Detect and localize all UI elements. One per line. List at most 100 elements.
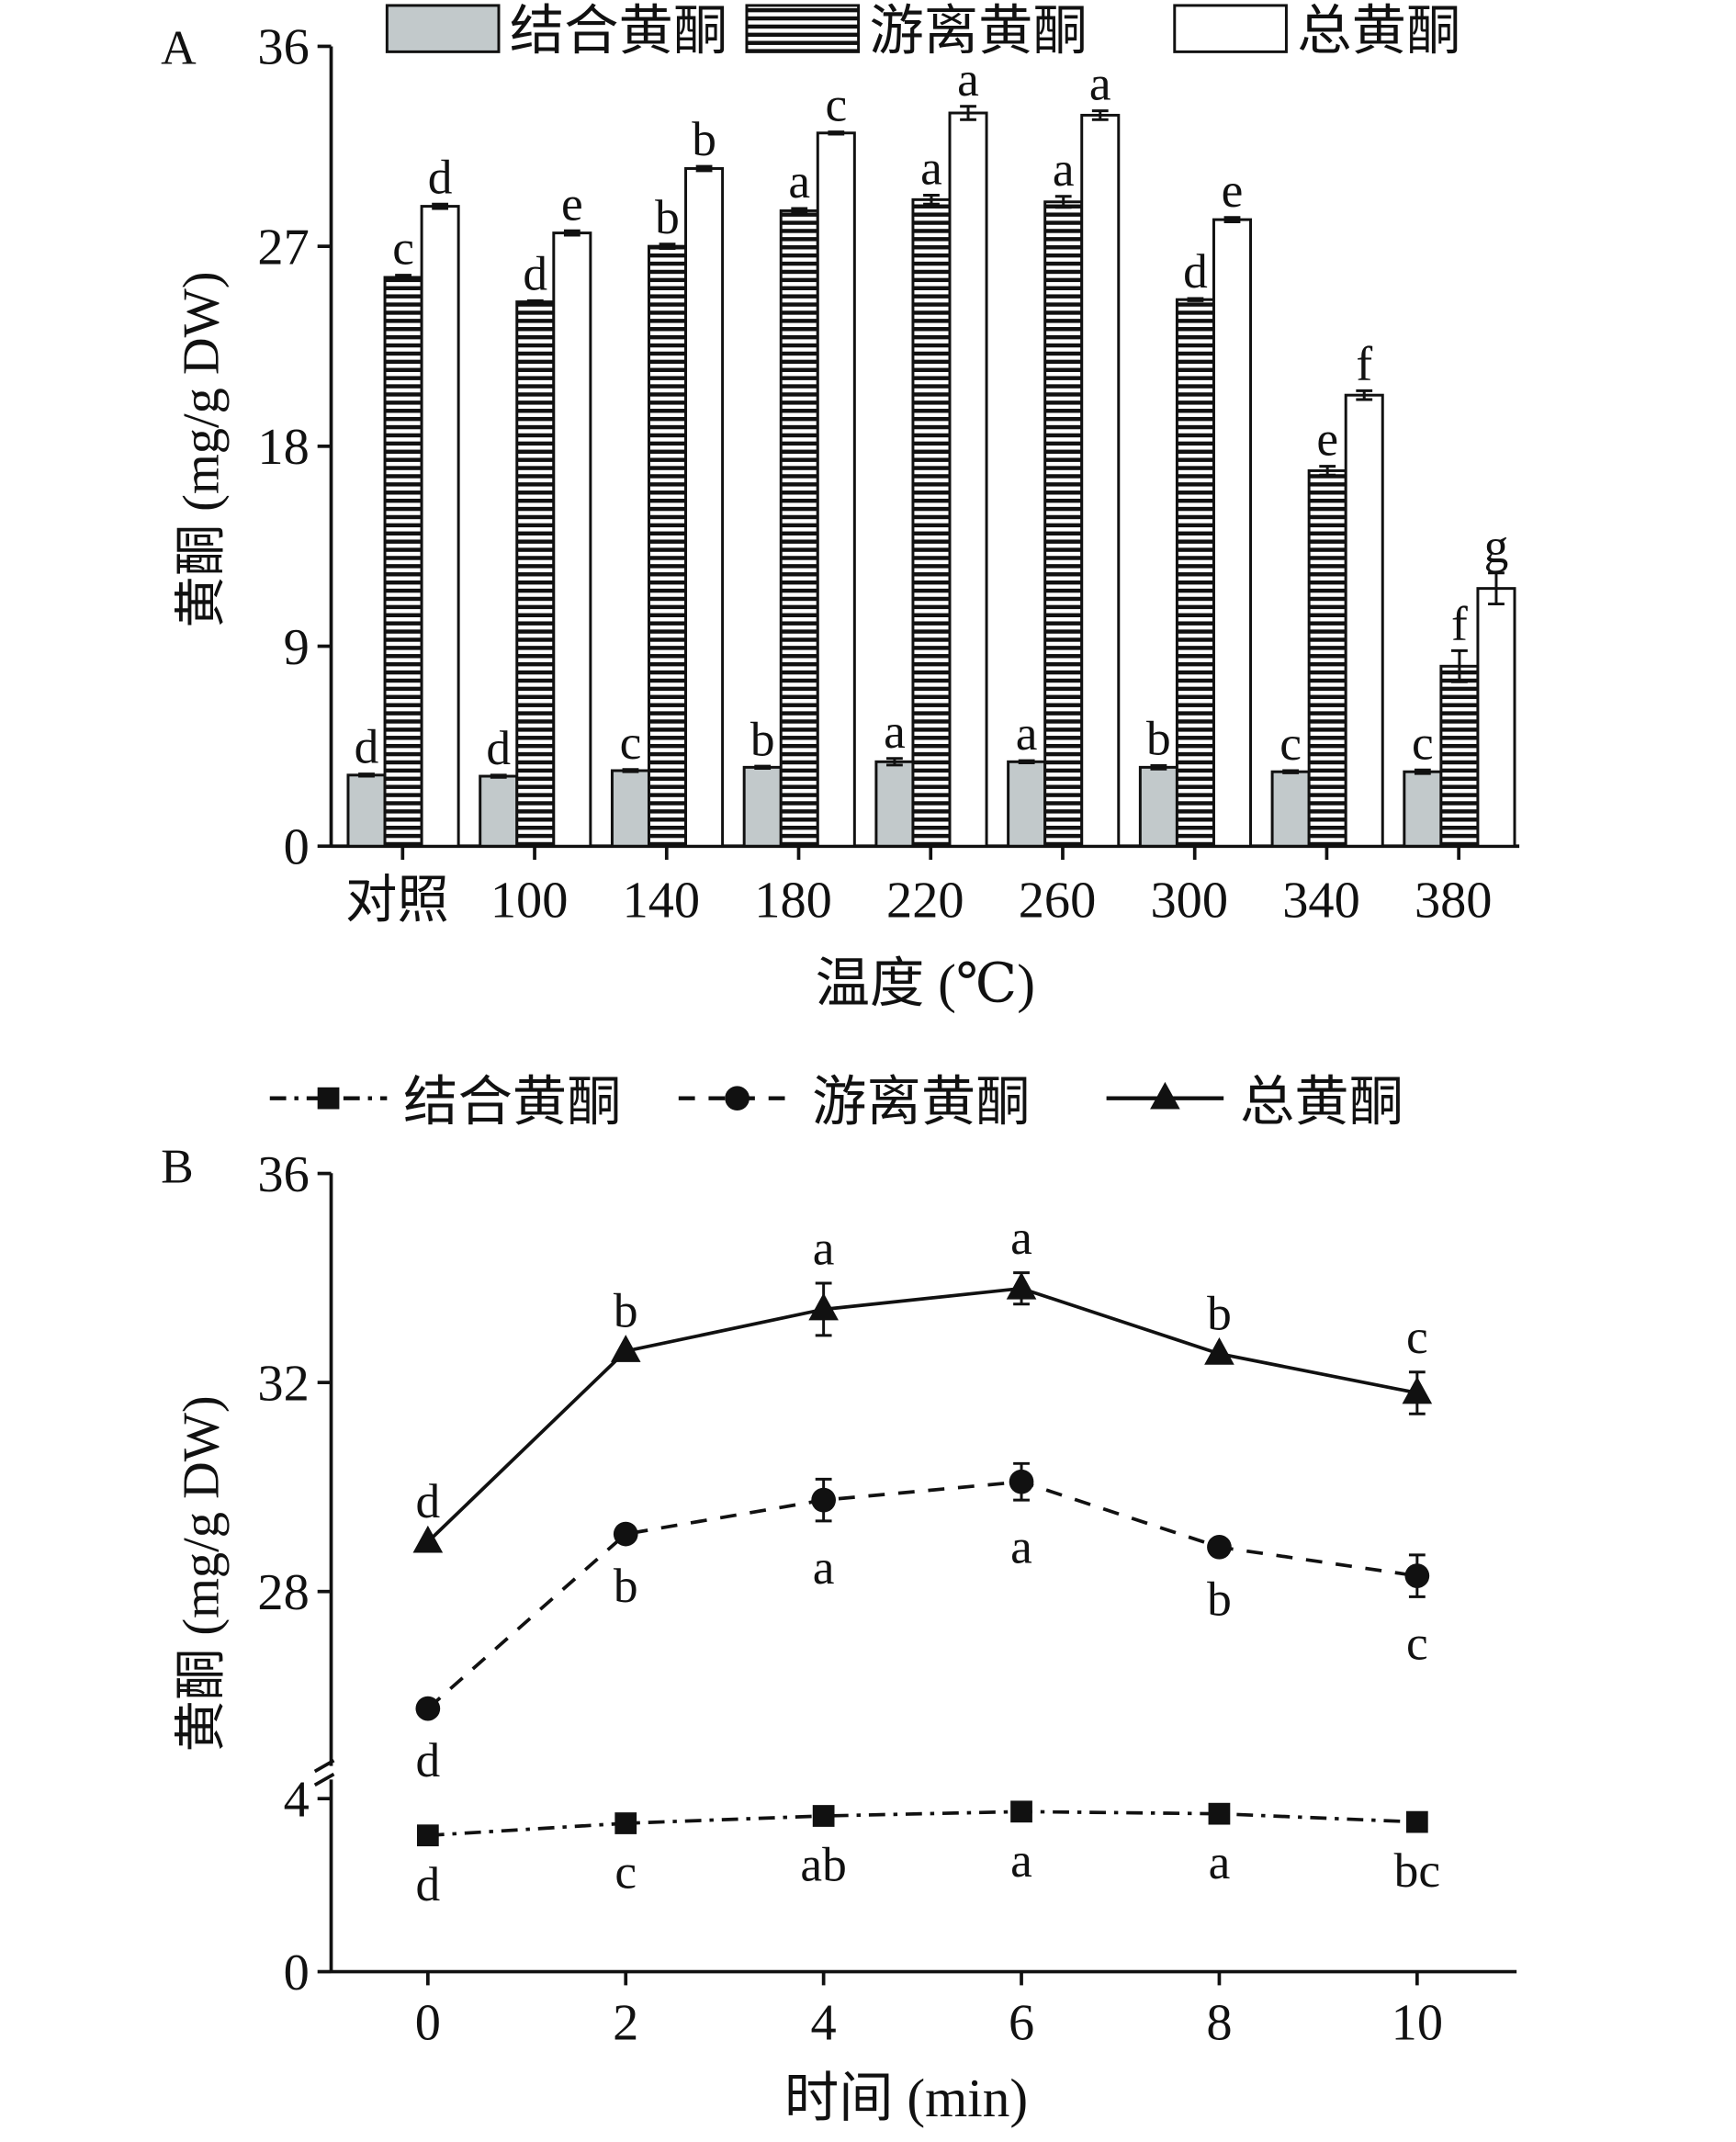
significance-letter: b <box>1146 711 1171 766</box>
data-point-2 <box>808 1292 839 1321</box>
significance-letter: c <box>1406 1309 1428 1364</box>
x-tick-label: 300 <box>1150 872 1228 929</box>
bar-2 <box>420 205 460 848</box>
bar-2 <box>684 166 725 848</box>
bar-1 <box>515 300 556 848</box>
legend-marker-2 <box>1150 1081 1180 1110</box>
bar-0 <box>346 773 387 848</box>
bar-2 <box>816 131 856 848</box>
significance-letter: c <box>392 220 414 276</box>
series-line-0 <box>427 1809 1417 1838</box>
y-tick-label: 32 <box>257 1355 309 1412</box>
bar-2 <box>1344 393 1384 848</box>
significance-letter: a <box>1010 1518 1032 1573</box>
axis-break-mark <box>313 1772 335 1787</box>
legend-label-2: 总黄酮 <box>1297 0 1460 61</box>
x-tick-label: 100 <box>490 872 569 929</box>
significance-letter: d <box>428 149 453 204</box>
legend-marker-1 <box>725 1086 750 1111</box>
bar-2 <box>1080 113 1121 848</box>
chart-a-temperature: A 结合黄酮 游离黄酮 总黄酮 0 9 18 27 36 黄酮 (mg/g DW) 温度 (℃) 对照… <box>161 0 1520 1013</box>
y-tick-label: 36 <box>257 1146 309 1203</box>
data-point-0 <box>812 1805 835 1827</box>
significance-letter: d <box>415 1473 440 1528</box>
significance-letter: c <box>1412 715 1434 770</box>
significance-letter: d <box>523 246 547 301</box>
data-point-2 <box>1402 1376 1433 1404</box>
significance-letter: d <box>415 1856 440 1911</box>
x-tick-label: 6 <box>1009 1995 1034 2052</box>
bar-1 <box>1175 298 1215 848</box>
bar-1 <box>1439 664 1480 848</box>
significance-letter: d <box>486 720 511 775</box>
data-point-1 <box>415 1696 441 1721</box>
x-axis-label: 时间 (min) <box>784 2068 1028 2128</box>
significance-letter: b <box>1207 1285 1232 1340</box>
y-axis-label: 黄酮 (mg/g DW) <box>173 1395 230 1752</box>
bar-1 <box>1043 200 1084 848</box>
x-tick-label: 380 <box>1415 872 1493 929</box>
legend-label-1: 游离黄酮 <box>869 0 1087 61</box>
significance-letter: e <box>1222 163 1244 218</box>
significance-letter: b <box>655 189 680 244</box>
significance-letter: c <box>1279 716 1302 771</box>
data-point-0 <box>1405 1810 1428 1833</box>
y-tick-label: 28 <box>257 1564 309 1621</box>
significance-letter: a <box>1209 1834 1231 1889</box>
legend-label-2: 总黄酮 <box>1240 1071 1403 1132</box>
legend-swatch-0 <box>385 4 501 53</box>
data-point-0 <box>416 1824 439 1847</box>
bar-1 <box>1307 468 1347 848</box>
panel-label: A <box>161 20 197 75</box>
legend-marker-0 <box>317 1087 340 1110</box>
significance-letter: f <box>1451 596 1468 651</box>
significance-letter: a <box>1016 705 1038 761</box>
x-tick-label: 8 <box>1206 1995 1232 2052</box>
significance-letter: d <box>355 719 379 774</box>
bar-0 <box>874 760 915 848</box>
y-tick-label: 0 <box>284 1945 310 2001</box>
bar-2 <box>1476 587 1516 848</box>
bar-0 <box>1007 760 1047 848</box>
chart-b-time: B 结合黄酮 游离黄酮 总黄酮 0 4 28 32 36 0 2 4 6 8 10 黄酮 (mg/g DW) 时… <box>161 1071 1517 2128</box>
significance-letter: d <box>1183 243 1208 299</box>
data-point-2 <box>610 1335 641 1362</box>
data-point-1 <box>1009 1469 1034 1494</box>
significance-letter: b <box>614 1558 638 1613</box>
significance-letter: a <box>1010 1832 1032 1888</box>
legend-label-0: 结合黄酮 <box>510 0 727 61</box>
bar-0 <box>1403 770 1443 848</box>
significance-letter: c <box>1406 1616 1428 1671</box>
data-point-1 <box>1404 1563 1430 1588</box>
x-tick-label: 140 <box>623 872 701 929</box>
y-axis-label: 黄酮 (mg/g DW) <box>173 271 230 627</box>
series-line-1 <box>426 1480 1418 1710</box>
significance-letter: a <box>884 704 906 759</box>
x-tick-label: 10 <box>1392 1995 1443 2052</box>
significance-letter: a <box>813 1539 835 1595</box>
significance-letter: b <box>614 1283 638 1338</box>
significance-letter: a <box>920 141 942 196</box>
x-axis-label: 温度 (℃) <box>816 953 1035 1013</box>
significance-letter: f <box>1356 335 1372 390</box>
panel-label: B <box>161 1139 194 1194</box>
data-point-0 <box>1208 1802 1231 1825</box>
y-tick-label: 27 <box>257 219 309 276</box>
bar-1 <box>383 276 423 848</box>
significance-letter: a <box>1010 1210 1032 1265</box>
x-tick-label: 260 <box>1019 872 1097 929</box>
significance-letter: a <box>1089 56 1111 111</box>
significance-letter: g <box>1484 518 1509 573</box>
significance-letter: d <box>415 1732 440 1787</box>
y-tick-label: 4 <box>284 1771 310 1828</box>
significance-letter: e <box>561 175 583 231</box>
data-point-1 <box>811 1487 836 1513</box>
significance-letter: c <box>620 715 642 770</box>
y-tick-label: 0 <box>284 819 310 876</box>
significance-letter: a <box>788 153 810 209</box>
significance-letter: a <box>957 51 979 107</box>
significance-letter: a <box>813 1220 835 1275</box>
bar-0 <box>610 769 650 848</box>
series-line-2 <box>426 1286 1418 1543</box>
data-point-1 <box>1207 1534 1232 1560</box>
